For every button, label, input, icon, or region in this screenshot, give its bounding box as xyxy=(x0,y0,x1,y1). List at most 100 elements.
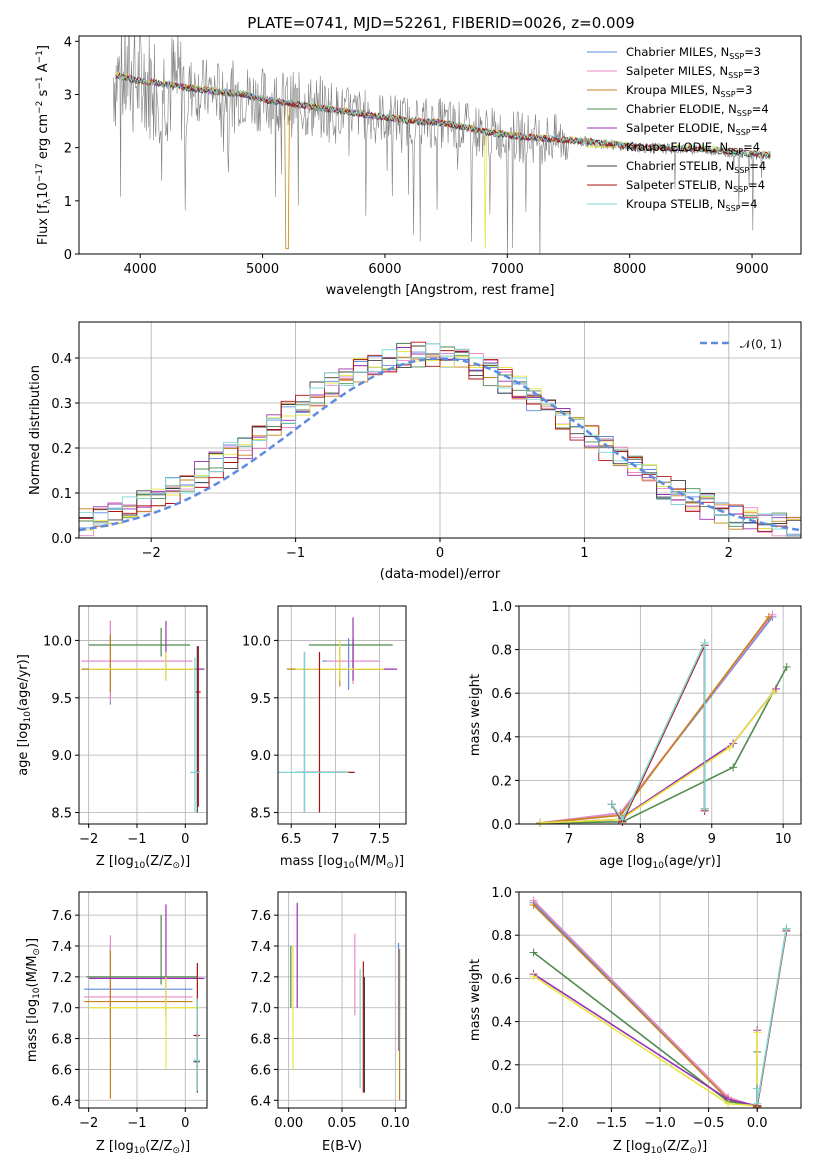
y-tick-label: 0.8 xyxy=(491,929,512,944)
residuals-xlabel: (data-model)/error xyxy=(380,567,501,582)
x-tick-label: 8000 xyxy=(613,262,646,277)
x-tick-label: 7.5 xyxy=(369,832,390,847)
x-tick-label: 0 xyxy=(181,1116,189,1131)
x-tick-label: −1.0 xyxy=(644,1116,676,1131)
x-tick-label: 9000 xyxy=(736,262,769,277)
mass-vs-Z-xlabel: Z [log10(Z/Z⊙)] xyxy=(96,1139,190,1156)
weight-vs-Z-ylabel: mass weight xyxy=(468,959,483,1041)
y-tick-label: 0.0 xyxy=(491,1102,512,1117)
spectrum-legend: Chabrier MILES, NSSP=3 Salpeter MILES, NS… xyxy=(587,45,769,213)
legend-entry: Chabrier STELIB, NSSP=4 xyxy=(626,159,766,175)
weight-series-line xyxy=(533,975,758,1107)
y-tick-label: 0.0 xyxy=(51,532,72,547)
y-tick-label: 0.0 xyxy=(491,818,512,833)
x-tick-label: 7000 xyxy=(491,262,524,277)
weight-vs-age-ylabel: mass weight xyxy=(468,674,483,756)
y-tick-label: 0.2 xyxy=(491,1059,512,1074)
y-tick-label: 7.0 xyxy=(250,1002,271,1017)
y-tick-label: 10.0 xyxy=(242,634,271,649)
y-tick-label: 0.1 xyxy=(51,487,72,502)
residuals-ylabel: Normed distribution xyxy=(28,365,43,495)
x-tick-label: −0.5 xyxy=(693,1116,725,1131)
x-tick-label: −1.5 xyxy=(596,1116,628,1131)
legend-entry: Kroupa STELIB, NSSP=4 xyxy=(626,197,757,213)
x-tick-label: 6.5 xyxy=(281,832,302,847)
x-tick-label: −1 xyxy=(127,832,146,847)
weight-marker xyxy=(764,612,773,621)
legend-entry: Kroupa MILES, NSSP=3 xyxy=(626,83,752,99)
y-tick-label: 0.8 xyxy=(491,644,512,659)
age-vs-Z-errorbars xyxy=(81,620,205,813)
y-tick-label: 3 xyxy=(64,88,72,103)
y-tick-label: 0.4 xyxy=(51,352,72,367)
age-vs-Z-frame xyxy=(78,605,208,825)
y-tick-label: 6.8 xyxy=(250,1033,271,1048)
y-tick-label: 1.0 xyxy=(491,886,512,901)
x-tick-label: 0 xyxy=(181,832,189,847)
spectrum-ylabel: Flux [fλ10−17 erg cm−2 s−1 A−1] xyxy=(35,45,53,245)
weight-vs-age-frame xyxy=(518,605,802,825)
y-tick-label: 4 xyxy=(64,35,72,50)
x-tick-label: 0.0 xyxy=(747,1116,768,1131)
weight-marker xyxy=(770,687,779,696)
weight-marker xyxy=(607,800,616,809)
weight-vs-Z-xlabel: Z [log10(Z/Z⊙)] xyxy=(613,1139,707,1156)
mass-vs-Z-ylabel: mass [log10(M/M⊙)] xyxy=(25,938,42,1062)
residuals-panel: −2 −1 0 1 2 0.0 0.1 0.2 0.3 0.4 (data-model)/erro… xyxy=(28,321,802,582)
y-tick-label: 2 xyxy=(64,142,72,157)
y-tick-label: 9.5 xyxy=(51,692,72,707)
weight-vs-age-panel: 7 8 9 10 0.0 0.2 0.4 0.6 0.8 1.0 age [log10(age/y… xyxy=(468,600,802,871)
mass-vs-Z-errorbars xyxy=(83,904,205,1099)
y-tick-label: 0.6 xyxy=(491,972,512,987)
normal-legend-label: 𝒩(0, 1) xyxy=(740,337,782,351)
weight-marker xyxy=(782,924,791,933)
x-tick-label: 10 xyxy=(775,832,792,847)
y-tick-label: 8.5 xyxy=(51,807,72,822)
weight-marker xyxy=(753,1084,762,1093)
x-tick-label: 0.00 xyxy=(274,1116,303,1131)
x-tick-label: 7 xyxy=(565,832,573,847)
figure-title: PLATE=0741, MJD=52261, FIBERID=0026, z=0… xyxy=(247,14,634,32)
age-vs-mass-xlabel: mass [log10(M/M⊙)] xyxy=(280,854,404,871)
y-tick-label: 8.5 xyxy=(250,807,271,822)
age-vs-Z-panel: −2 −1 0 8.5 9.0 9.5 10.0 Z [log10(Z/Z⊙)] age [… xyxy=(16,605,208,871)
weight-marker xyxy=(529,948,538,957)
y-tick-label: 6.4 xyxy=(51,1094,72,1109)
residual-histograms xyxy=(78,341,802,537)
age-vs-mass-errorbars xyxy=(278,617,398,813)
x-tick-label: −2.0 xyxy=(547,1116,579,1131)
legend-entry: Salpeter MILES, NSSP=3 xyxy=(626,64,760,80)
x-tick-label: 0.10 xyxy=(381,1116,410,1131)
x-tick-label: 0.05 xyxy=(328,1116,357,1131)
y-tick-label: 7.2 xyxy=(250,971,271,986)
y-tick-label: 6.4 xyxy=(250,1094,271,1109)
weight-marker xyxy=(536,818,545,827)
y-tick-label: 0.2 xyxy=(51,442,72,457)
weight-series-line xyxy=(540,690,776,824)
weight-vs-age-lines xyxy=(536,610,791,827)
normal-curve xyxy=(78,357,802,532)
y-tick-label: 7.4 xyxy=(51,940,72,955)
x-tick-label: 8 xyxy=(636,832,644,847)
y-tick-label: 9.0 xyxy=(51,749,72,764)
model-spectrum xyxy=(115,73,771,159)
legend-entry: Kroupa ELODIE, NSSP=4 xyxy=(626,140,760,156)
x-tick-label: −2 xyxy=(79,832,98,847)
x-tick-label: −1 xyxy=(286,546,305,561)
spectrum-lines xyxy=(113,36,771,254)
x-tick-label: −2 xyxy=(142,546,161,561)
residual-histogram xyxy=(79,341,801,537)
x-tick-label: 6000 xyxy=(368,262,401,277)
spectrum-panel: PLATE=0741, MJD=52261, FIBERID=0026, z=0… xyxy=(35,14,802,298)
weight-series-line xyxy=(540,666,788,824)
y-tick-label: 1 xyxy=(64,195,72,210)
y-tick-label: 7.0 xyxy=(51,1002,72,1017)
weight-marker xyxy=(725,743,734,752)
y-tick-label: 6.6 xyxy=(250,1063,271,1078)
age-vs-mass-panel: 6.5 7 7.5 8.5 9.0 9.5 10.0 mass [log10(M/M⊙)] xyxy=(242,605,407,871)
legend-entry: Chabrier ELODIE, NSSP=4 xyxy=(626,102,769,118)
residual-histogram xyxy=(79,343,801,537)
x-tick-label: −2 xyxy=(79,1116,98,1131)
x-tick-label: 0 xyxy=(436,546,444,561)
